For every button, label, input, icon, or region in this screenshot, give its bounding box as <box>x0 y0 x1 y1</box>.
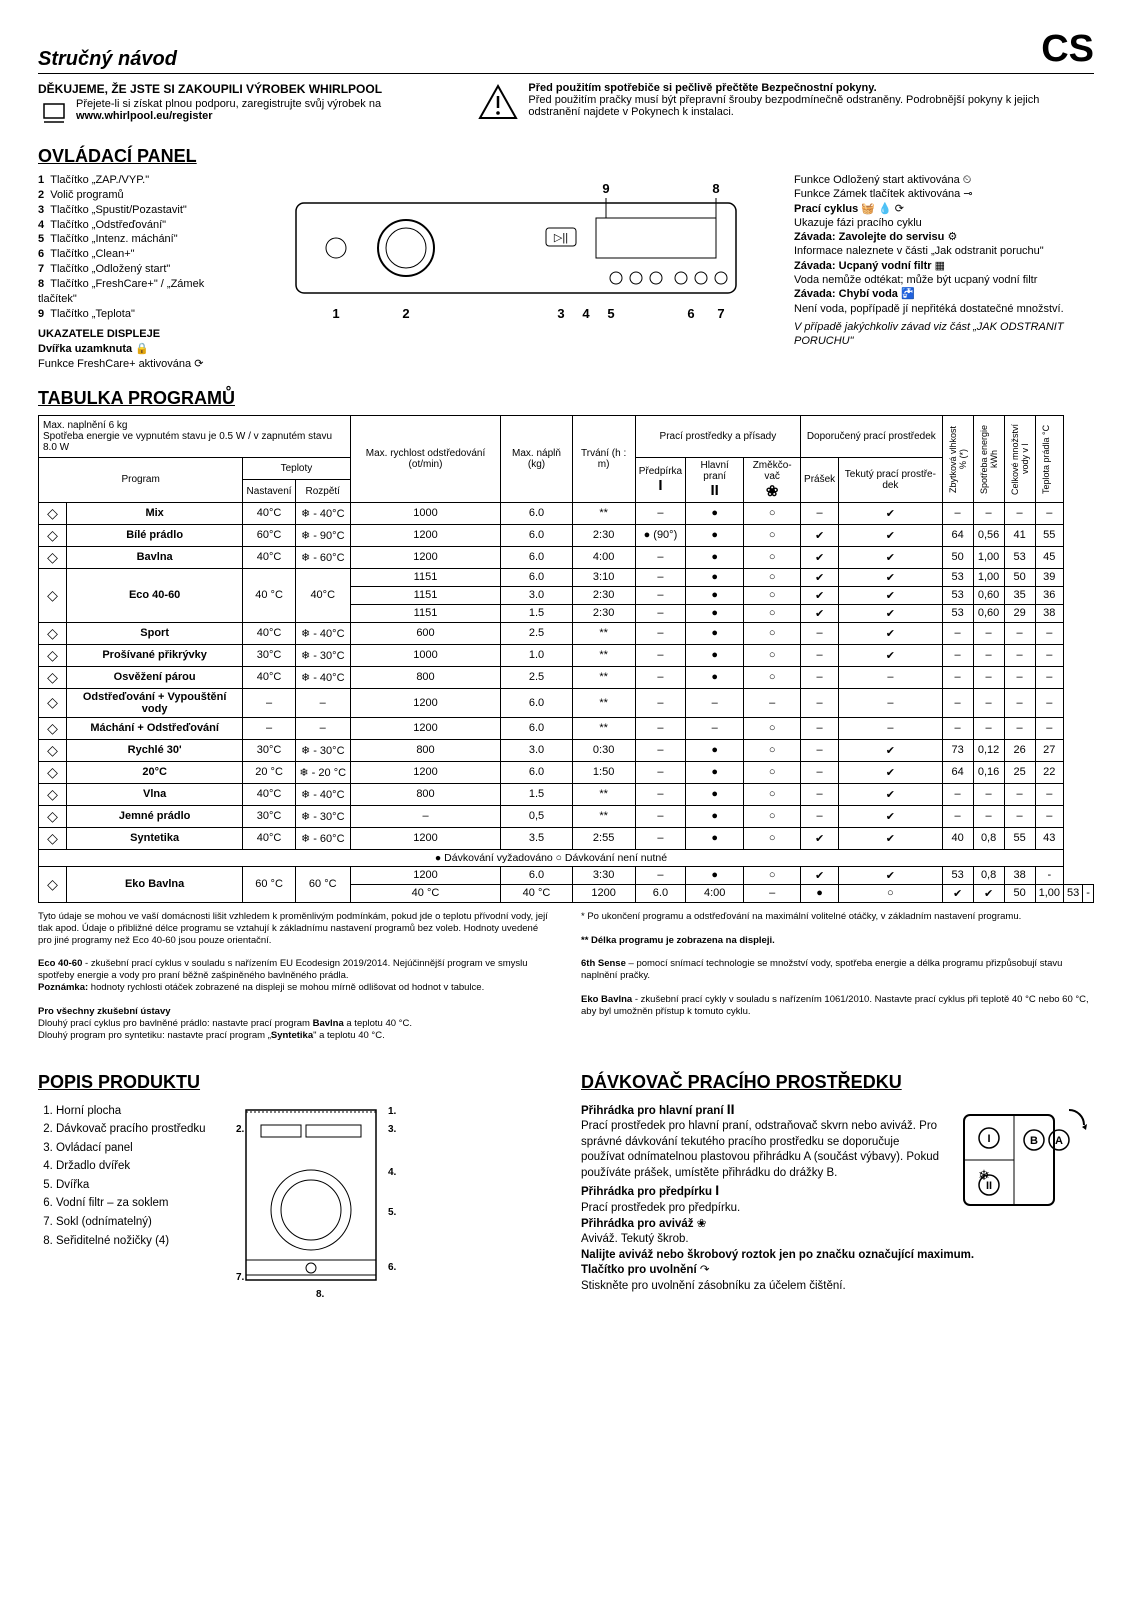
svg-text:1.: 1. <box>388 1106 397 1117</box>
control-list: 1 Tlačítko „ZAP./VYP."2 Volič programů3 … <box>38 173 238 372</box>
product-diagram: 1. 2. 3. 4. 5. 6. 7. 8. <box>216 1100 416 1300</box>
svg-text:8: 8 <box>712 181 719 196</box>
control-panel-heading: OVLÁDACÍ PANEL <box>38 146 1094 167</box>
dispenser-diagram: B A I II ❄ <box>954 1100 1094 1230</box>
svg-text:I: I <box>987 1133 990 1145</box>
svg-text:4: 4 <box>582 306 590 321</box>
lower-row: POPIS PRODUKTU Horní plochaDávkovač prac… <box>38 1054 1094 1300</box>
svg-text:1: 1 <box>332 306 339 321</box>
header-rule <box>38 73 1094 74</box>
product-heading: POPIS PRODUKTU <box>38 1070 551 1094</box>
svg-text:8.: 8. <box>316 1289 325 1300</box>
product-list: Horní plochaDávkovač pracího prostředkuO… <box>38 1104 206 1296</box>
svg-text:3.: 3. <box>388 1124 397 1135</box>
svg-text:9: 9 <box>602 181 609 196</box>
warning-icon <box>478 82 518 122</box>
thanks-line: DĚKUJEME, ŽE JSTE SI ZAKOUPILI VÝROBEK W… <box>38 82 448 96</box>
support-text: Přejete-li si získat plnou podporu, zare… <box>76 98 381 110</box>
svg-text:4.: 4. <box>388 1167 397 1178</box>
product-desc-col: POPIS PRODUKTU Horní plochaDávkovač prac… <box>38 1054 551 1300</box>
svg-text:▷||: ▷|| <box>554 232 568 244</box>
footnote-left: Tyto údaje se mohou ve vaší domácnosti l… <box>38 911 551 1042</box>
intro-row: DĚKUJEME, ŽE JSTE SI ZAKOUPILI VÝROBEK W… <box>38 82 1094 130</box>
lang-badge: CS <box>1041 28 1094 71</box>
intro-left: DĚKUJEME, ŽE JSTE SI ZAKOUPILI VÝROBEK W… <box>38 82 448 130</box>
header-row: Stručný návod CS <box>38 28 1094 71</box>
footnote-right: * Po ukončení programu a odstřeďování na… <box>581 911 1094 1042</box>
svg-text:5: 5 <box>607 306 614 321</box>
warn-bold: Před použitím spotřebiče si pečlivě přeč… <box>528 82 876 94</box>
control-panel-row: 1 Tlačítko „ZAP./VYP."2 Volič programů3 … <box>38 173 1094 372</box>
panel-diagram: ▷|| 1 2 3 4 5 6 7 8 9 <box>256 173 776 372</box>
register-url: www.whirlpool.eu/register <box>76 110 213 122</box>
svg-text:6.: 6. <box>388 1262 397 1273</box>
svg-text:6: 6 <box>687 306 694 321</box>
register-icon <box>38 98 70 130</box>
indicator-descriptions: Funkce Odložený start aktivována ⏲Funkce… <box>794 173 1094 372</box>
intro-right: Před použitím spotřebiče si pečlivě přeč… <box>478 82 1094 130</box>
program-table-heading: TABULKA PROGRAMŮ <box>38 388 1094 409</box>
svg-text:7: 7 <box>717 306 724 321</box>
quick-guide-title: Stručný návod <box>38 48 177 71</box>
dispenser-col: DÁVKOVAČ PRACÍHO PROSTŘEDKU B A I II ❄ P… <box>581 1054 1094 1300</box>
svg-text:❄: ❄ <box>978 1167 990 1183</box>
svg-text:7.: 7. <box>236 1272 245 1283</box>
warn-text: Před použitím pračky musí být přepravní … <box>528 94 1039 118</box>
svg-text:2: 2 <box>402 306 409 321</box>
program-table: Max. naplnění 6 kg Spotřeba energie ve v… <box>38 415 1094 903</box>
svg-text:2.: 2. <box>236 1124 245 1135</box>
svg-text:B: B <box>1030 1135 1038 1147</box>
dispenser-heading: DÁVKOVAČ PRACÍHO PROSTŘEDKU <box>581 1070 1094 1094</box>
svg-text:A: A <box>1055 1135 1063 1147</box>
svg-text:5.: 5. <box>388 1207 397 1218</box>
footnotes: Tyto údaje se mohou ve vaší domácnosti l… <box>38 911 1094 1042</box>
svg-text:3: 3 <box>557 306 564 321</box>
